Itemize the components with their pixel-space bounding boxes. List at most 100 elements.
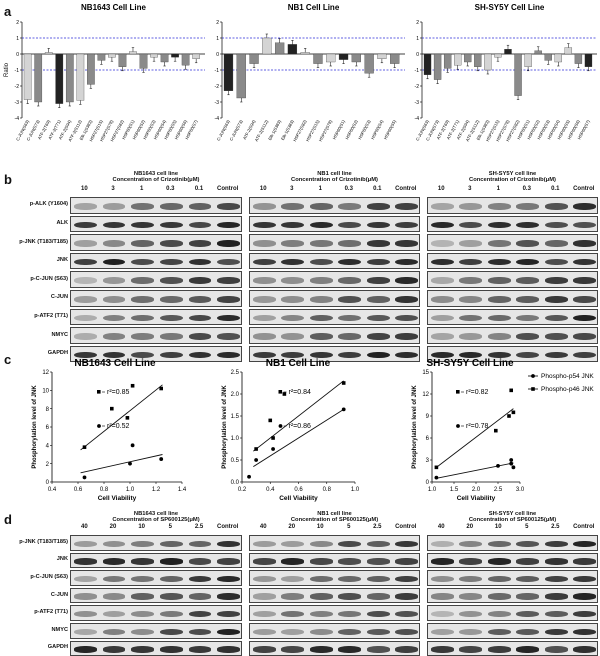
y-tick-label: 2 — [416, 20, 419, 26]
x-axis-label: Cell Viability — [279, 495, 318, 502]
blot-band — [487, 314, 511, 322]
blot-strip — [70, 570, 242, 586]
blot-band — [516, 258, 540, 266]
bar — [390, 53, 400, 64]
blot-band — [281, 540, 305, 547]
regression-line — [80, 454, 163, 474]
blot-strip — [70, 215, 242, 233]
blot-band — [73, 593, 97, 600]
r2-label: r²=0.85 — [107, 389, 129, 396]
blot-band — [73, 611, 97, 618]
blot-band — [544, 314, 568, 322]
blot-band — [217, 611, 241, 618]
blot-band — [366, 314, 390, 322]
y-tick-label: 6 — [46, 425, 50, 431]
blot-strip — [427, 640, 598, 656]
blot-band — [338, 314, 362, 322]
blot-band — [102, 202, 126, 210]
bar — [564, 47, 573, 55]
y-tick-label: 1.5 — [231, 414, 240, 420]
dose-label: 20 — [109, 524, 117, 530]
blot-band — [516, 351, 540, 359]
dose-label: 10 — [259, 186, 267, 192]
dose-label: 10 — [80, 186, 88, 192]
blot-band — [102, 593, 126, 600]
blot-band — [516, 646, 540, 653]
blot-band — [131, 240, 155, 247]
legend-label: Phospho-p54 JNK — [541, 373, 594, 380]
blot-band — [430, 558, 454, 565]
bar — [23, 53, 32, 100]
blot-band — [516, 295, 540, 303]
dose-label: 10 — [494, 524, 502, 530]
blot-band — [102, 333, 126, 340]
blot-band — [338, 202, 362, 210]
blot-band — [459, 314, 483, 322]
y-tick-label: 12 — [42, 370, 49, 376]
blot-band — [73, 575, 97, 583]
blot-band — [159, 314, 183, 322]
blot-band — [217, 593, 241, 600]
bar — [313, 53, 323, 64]
blot-row-label: NMYC — [51, 626, 68, 633]
blot-band — [309, 593, 333, 600]
x-tick-label: 0.8 — [323, 487, 332, 493]
blot-band — [309, 333, 333, 340]
y-tick-label: 2.0 — [231, 392, 240, 398]
blot-band — [487, 575, 511, 583]
blot-band — [252, 295, 276, 303]
data-point — [254, 458, 259, 462]
blot-band — [188, 646, 212, 653]
r2-marker — [278, 424, 283, 428]
data-point — [434, 475, 439, 480]
blot-strip — [427, 234, 598, 251]
blot-band — [73, 628, 97, 635]
blot-strip — [249, 345, 420, 363]
bar — [443, 53, 452, 69]
blot-cell-line: NB1 cell line — [317, 511, 352, 517]
blot-row-label: C-JUN — [50, 294, 68, 301]
blot-band — [516, 593, 540, 600]
dose-label: 0.3 — [522, 186, 531, 192]
y-tick-label: 2 — [46, 462, 50, 468]
bar — [464, 53, 472, 63]
data-point — [341, 381, 346, 385]
blot-band — [573, 646, 597, 653]
bar — [454, 53, 462, 66]
blot-band — [102, 351, 126, 359]
bar-chart-nb1: NB1 Cell Line210-1-2-3-4C-JUN(S63)C-JUN(… — [215, 3, 405, 142]
blot-band — [487, 611, 511, 618]
blot-band — [73, 277, 97, 284]
dose-label: 10 — [138, 524, 145, 530]
blot-band — [573, 277, 597, 284]
blot-strip — [249, 552, 420, 569]
bar — [377, 53, 387, 59]
blot-band — [487, 593, 511, 600]
blot-strip — [70, 271, 242, 288]
x-tick-label: 1.0 — [126, 487, 135, 493]
chart-title: NB1643 Cell Line — [81, 3, 146, 12]
dose-label: 40 — [259, 524, 267, 530]
y-tick-label: 12 — [422, 392, 429, 398]
blot-band — [544, 351, 568, 359]
blot-band — [73, 314, 97, 322]
blot-band — [544, 540, 568, 547]
data-point — [110, 406, 114, 411]
regression-line — [436, 408, 514, 468]
r2-marker — [97, 424, 101, 428]
bar — [87, 53, 95, 85]
blot-band — [309, 540, 333, 547]
blot-band — [366, 558, 390, 565]
blot-strip — [249, 535, 420, 551]
blot-band — [487, 277, 511, 284]
dose-labels: 10 3 1 0.3 0.1 Control — [249, 186, 420, 194]
blot-band — [338, 628, 362, 635]
blot-band — [516, 333, 540, 340]
y-tick-label: -4 — [415, 116, 420, 122]
blot-strip — [427, 308, 598, 326]
y-tick-label: 15 — [422, 370, 429, 376]
blot-strip — [249, 570, 420, 586]
blot-band — [366, 202, 390, 210]
panel-b-blots: p-ALK (Y1604) ALK p-JNK (T183/T185) JNK p-C-… — [0, 170, 600, 363]
blot-band — [395, 240, 419, 247]
